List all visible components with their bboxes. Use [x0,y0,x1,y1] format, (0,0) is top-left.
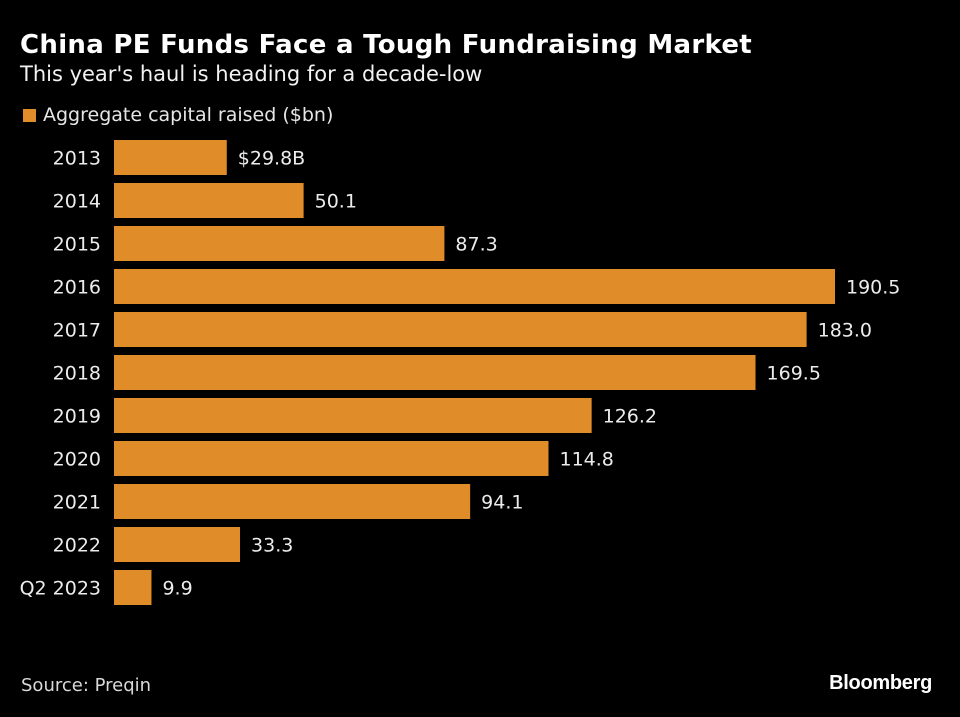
bar [114,527,241,562]
bar [114,226,445,261]
chart-title: China PE Funds Face a Tough Fundraising … [20,30,753,60]
bar [114,355,756,390]
value-label: 183.0 [818,320,872,342]
category-label: 2021 [53,492,101,514]
bar [114,312,807,347]
legend: Aggregate capital raised ($bn) [23,104,333,126]
category-label: 2015 [53,234,101,256]
bar [114,441,549,476]
bar [114,484,471,519]
value-label: 190.5 [846,277,900,299]
value-label: 94.1 [481,492,523,514]
value-label: 169.5 [767,363,821,385]
category-label: 2018 [53,363,101,385]
category-label: 2022 [53,535,101,557]
value-label: 33.3 [251,535,293,557]
category-label: 2020 [53,449,101,471]
chart-subtitle: This year's haul is heading for a decade… [20,62,483,86]
value-label: 9.9 [162,578,192,600]
value-label: 87.3 [455,234,497,256]
category-label: 2013 [53,148,101,170]
bloomberg-logo: Bloomberg [829,672,932,694]
source-note: Source: Preqin [21,675,152,696]
bar [114,570,152,605]
value-label: 50.1 [315,191,357,213]
value-label: $29.8B [238,148,305,170]
category-label: 2019 [53,406,101,428]
bar [114,398,592,433]
bar [114,140,227,175]
legend-label: Aggregate capital raised ($bn) [43,104,334,126]
legend-swatch [23,108,36,122]
category-label: 2014 [53,191,101,213]
category-label: Q2 2023 [20,578,101,600]
bar [114,269,835,304]
value-label: 126.2 [603,406,657,428]
category-label: 2016 [53,277,101,299]
bar [114,183,304,218]
value-label: 114.8 [559,449,613,471]
category-label: 2017 [53,320,101,342]
